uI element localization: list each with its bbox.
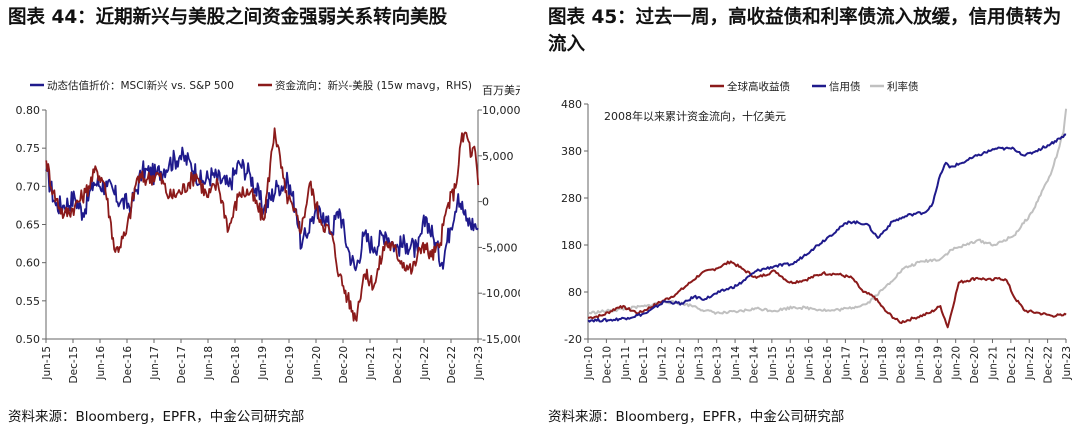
x-tick-label: Jun-18 — [877, 346, 889, 381]
x-tick-label: Dec-13 — [712, 346, 724, 383]
right-axis-unit: 百万美元 — [482, 84, 520, 97]
series-line-high-yield — [587, 260, 1067, 329]
x-tick-label: Jun-19 — [257, 346, 269, 381]
x-tick-label: Dec-18 — [896, 346, 908, 383]
y-tick-label: -20 — [564, 333, 582, 346]
x-tick-label: Jun-16 — [804, 346, 816, 381]
legend-label: 利率债 — [887, 80, 919, 93]
x-tick-label: Dec-17 — [859, 346, 871, 383]
chart-annotation: 2008年以来累计资金流向，十亿美元 — [604, 109, 786, 123]
x-tick-label: Dec-15 — [785, 346, 797, 383]
x-tick-label: Jun-16 — [95, 346, 107, 381]
y-tick-label: 180 — [561, 239, 582, 252]
x-tick-label: Jun-18 — [203, 346, 215, 381]
x-tick-label: Jun-17 — [149, 346, 161, 381]
x-tick-label: Jun-10 — [583, 346, 595, 381]
y-tick-label: 80 — [568, 286, 582, 299]
x-tick-label: Dec-18 — [230, 346, 242, 383]
x-tick-label: Dec-20 — [969, 346, 981, 383]
x-tick-label: Jun-14 — [730, 346, 742, 381]
y-tick-label-left: 0.65 — [16, 219, 41, 232]
x-tick-label: Jun-23 — [473, 346, 485, 381]
legend-label: 全球高收益债 — [727, 80, 790, 93]
x-tick-label: Jun-15 — [41, 346, 53, 381]
chart-panel-right: 图表 45：过去一周，高收益债和利率债流入放缓，信用债转为流入 480 380 28… — [540, 0, 1080, 429]
x-tick-label: Dec-11 — [638, 346, 650, 383]
y-tick-label-left: 0.50 — [16, 333, 41, 346]
x-tick-label: Dec-14 — [748, 346, 760, 384]
x-tick-label: Dec-21 — [1006, 346, 1018, 383]
y-tick-label-left: 0.70 — [16, 180, 41, 193]
series-line-rates — [587, 108, 1068, 315]
y-tick-label-left: 0.60 — [16, 257, 41, 270]
source-note: 资料来源：Bloomberg，EPFR，中金公司研究部 — [548, 409, 845, 425]
y-tick-label-right: -5,000 — [482, 241, 517, 254]
x-tick-label: Jun-17 — [840, 346, 852, 381]
y-tick-label-right: 0 — [482, 196, 489, 209]
x-tick-label: Jun-21 — [987, 346, 999, 381]
x-tick-label: Jun-19 — [914, 346, 926, 381]
x-tick-label: Dec-15 — [68, 346, 80, 383]
y-tick-label-left: 0.55 — [16, 295, 41, 308]
y-tick-label-right: 5,000 — [482, 150, 514, 163]
x-tick-label: Jun-20 — [311, 346, 323, 381]
chart-title: 图表 44：近期新兴与美股之间资金强弱关系转向美股 — [8, 7, 448, 28]
x-tick-label: Dec-19 — [284, 346, 296, 383]
y-tick-label-right: -15,000 — [482, 333, 520, 346]
x-tick-label: Jun-21 — [365, 346, 377, 381]
x-tick-label: Jun-11 — [620, 346, 632, 381]
x-tick-label: Dec-16 — [122, 346, 134, 384]
x-tick-label: Dec-12 — [675, 346, 687, 383]
series-line-valuation — [45, 146, 479, 272]
x-tick-label: Dec-22 — [446, 346, 458, 383]
x-tick-label: Jun-15 — [767, 346, 779, 381]
legend-label: 动态估值折价：MSCI新兴 vs. S&P 500 — [47, 79, 234, 92]
y-tick-label-left: 0.80 — [16, 104, 41, 117]
x-tick-label: Dec-16 — [822, 346, 834, 384]
series-line-credit — [587, 133, 1067, 323]
x-tick-label: Dec-17 — [176, 346, 188, 383]
y-tick-label: 280 — [561, 192, 582, 205]
legend-label: 资金流向：新兴-美股 (15w mavg，RHS) — [275, 79, 472, 92]
source-note: 资料来源：Bloomberg，EPFR，中金公司研究部 — [8, 409, 305, 425]
x-tick-label: Jun-22 — [419, 346, 431, 381]
x-tick-label: Jun-22 — [1024, 346, 1036, 381]
chart-panel-left: 图表 44：近期新兴与美股之间资金强弱关系转向美股 0.80 0.75 0.70 0.… — [0, 0, 520, 429]
x-tick-label: Jun-23 — [1061, 346, 1073, 381]
y-tick-label: 380 — [561, 145, 582, 158]
legend-label: 信用债 — [829, 80, 861, 93]
x-tick-label: Dec-19 — [932, 346, 944, 383]
y-tick-label-right: -10,000 — [482, 287, 520, 300]
x-tick-label: Dec-21 — [392, 346, 404, 383]
x-tick-label: Dec-10 — [601, 346, 613, 383]
chart-title: 图表 45：过去一周，高收益债和利率债流入放缓，信用债转为流入 — [548, 7, 1062, 55]
chart-left-svg: 0.80 0.75 0.70 0.65 0.60 0.55 0.50 10,000 5,000 0… — [16, 79, 521, 384]
series-line-flow — [45, 127, 480, 322]
x-tick-label: Dec-20 — [338, 346, 350, 383]
x-tick-label: Jun-12 — [657, 346, 669, 381]
x-tick-label: Jun-20 — [951, 346, 963, 381]
x-tick-label: Jun-13 — [693, 346, 705, 381]
y-tick-label: 480 — [561, 98, 582, 111]
y-tick-label-right: 10,000 — [482, 104, 520, 117]
y-tick-label-left: 0.75 — [16, 142, 41, 155]
x-tick-label: Dec-22 — [1043, 346, 1055, 383]
